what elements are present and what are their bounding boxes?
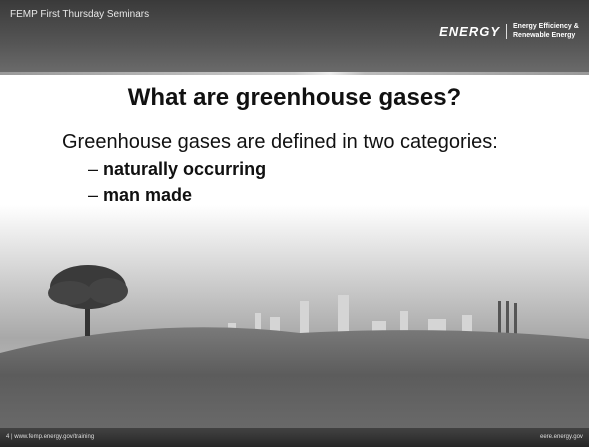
body-text: Greenhouse gases are defined in two cate…	[62, 131, 498, 153]
logo: ENERGY Energy Efficiency & Renewable Ene…	[439, 22, 581, 40]
logo-main: ENERGY	[439, 23, 507, 39]
footer-right: eere.energy.gov	[540, 434, 583, 440]
landscape-image	[0, 205, 589, 447]
header: FEMP First Thursday Seminars ENERGY Ener…	[0, 0, 589, 72]
logo-sub: Energy Efficiency & Renewable Energy	[513, 23, 579, 39]
bullet-marker: –	[88, 159, 99, 179]
footer: 4 | www.femp.energy.gov/training eere.en…	[0, 428, 589, 447]
slide-title: What are greenhouse gases?	[127, 84, 462, 111]
bullet: – man made	[88, 185, 192, 206]
hill	[0, 327, 589, 447]
bullet-text: man made	[103, 185, 193, 205]
header-rule	[0, 72, 589, 75]
tree	[48, 265, 128, 336]
bullet-marker: –	[88, 185, 99, 205]
series-title: FEMP First Thursday Seminars	[10, 9, 150, 20]
bullet-text: naturally occurring	[103, 159, 267, 179]
stacks	[498, 301, 517, 339]
footer-left: 4 | www.femp.energy.gov/training	[6, 434, 95, 440]
bullet: – naturally occurring	[88, 159, 266, 180]
